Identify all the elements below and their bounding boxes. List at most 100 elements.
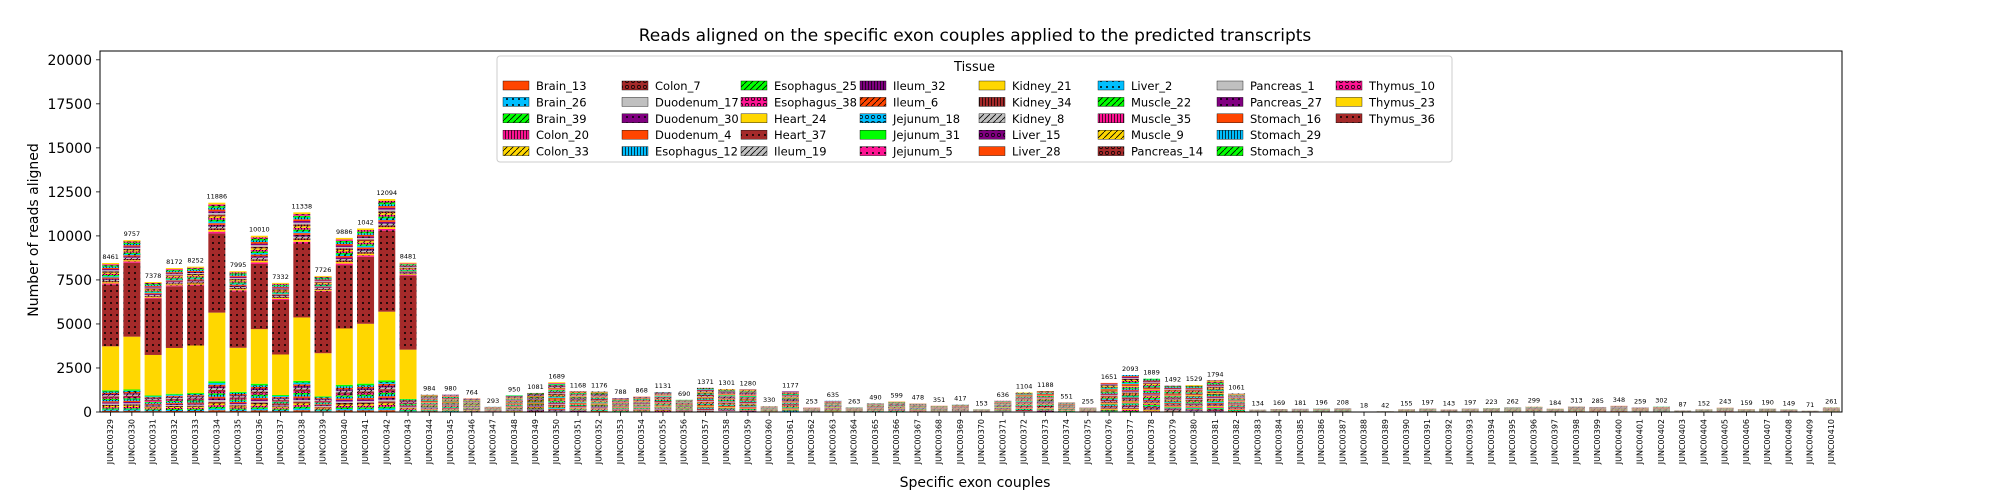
- bar-total-label: 11886: [206, 193, 227, 201]
- bar-segment-Ileum_32: [569, 394, 587, 396]
- bar-segment-Thymus_23: [1164, 394, 1182, 396]
- bar-segment-Liver_15: [165, 281, 183, 283]
- bar-segment-Brain_26: [399, 410, 417, 412]
- bar-segment-Esophagus_25: [165, 400, 183, 402]
- bar-segment-Stomach_16: [357, 234, 375, 237]
- bar-segment-Colon_20: [357, 405, 375, 408]
- bar-segment-Ileum_32: [357, 388, 375, 390]
- bar-segment-Kidney_8: [1015, 402, 1033, 404]
- bar-total-label: 1301: [718, 379, 735, 387]
- bar-JUNC00378: [1143, 378, 1161, 412]
- legend-entry: Thymus_10: [1335, 79, 1435, 93]
- bar-segment-Jejunum_31: [569, 393, 587, 394]
- bar-segment-Jejunum_18: [378, 382, 396, 384]
- bar-JUNC00393: [1461, 408, 1479, 412]
- x-tick-label: JUNC00409: [1806, 419, 1815, 465]
- y-axis-label: Number of reads aligned: [26, 143, 42, 317]
- legend-entry: Heart_24: [740, 112, 826, 126]
- bar-segment-Duodenum_30: [739, 402, 757, 404]
- bar-segment-Colon_7: [1121, 379, 1139, 380]
- y-tick-label: 20000: [47, 53, 92, 69]
- bar-segment-Colon_33: [102, 405, 120, 408]
- bar-total-label: 253: [805, 398, 817, 406]
- bar-segment-Jejunum_5: [590, 392, 608, 394]
- bar-segment-Ileum_32: [335, 389, 353, 391]
- bar-segment-Stomach_16: [250, 242, 268, 244]
- bar-segment-Brain_26: [1100, 388, 1118, 390]
- legend-swatch: [502, 80, 530, 91]
- bar-segment-Thymus_36: [654, 405, 672, 407]
- bar-segment-Pancreas_1: [1015, 398, 1033, 400]
- bar-segment-Duodenum_4: [187, 402, 205, 404]
- bar-segment-Ileum_6: [569, 394, 587, 395]
- bar-segment-Jejunum_18: [1143, 405, 1161, 407]
- legend-swatch: [740, 146, 768, 156]
- bar-segment-Kidney_21: [739, 394, 757, 396]
- bar-segment-Muscle_9: [1206, 399, 1224, 401]
- bar-segment-Kidney_34: [293, 238, 311, 241]
- bar-segment-Thymus_10: [357, 230, 375, 232]
- bar-segment-Thymus_10: [590, 404, 608, 406]
- bar-segment-Thymus_10: [293, 214, 311, 216]
- bar-segment-Brain_26: [569, 402, 587, 403]
- bar-segment-Liver_15: [718, 392, 736, 393]
- bar-segment-Colon_33: [527, 400, 544, 401]
- bar-segment-Liver_28: [527, 409, 544, 410]
- bar-segment-Kidney_8: [123, 257, 141, 259]
- bar-segment-Duodenum_17: [1100, 384, 1118, 386]
- bar-segment-Esophagus_12: [1206, 383, 1224, 385]
- bar-segment-Brain_26: [229, 409, 247, 411]
- bar-segment-Colon_20: [293, 405, 311, 407]
- bar-segment-Jejunum_5: [165, 285, 183, 287]
- bar-segment-Esophagus_25: [527, 397, 544, 398]
- bar-segment-Esophagus_38: [144, 400, 162, 402]
- bar-segment-Duodenum_17: [718, 402, 736, 403]
- bar-segment-Ileum_32: [272, 397, 290, 399]
- bar-segment-Esophagus_38: [1036, 408, 1054, 410]
- bar-segment-Liver_15: [569, 410, 587, 412]
- bar-segment-Heart_24: [102, 346, 120, 391]
- bar-segment-Heart_24: [399, 349, 417, 399]
- bar-segment-Ileum_19: [102, 395, 120, 397]
- bar-segment-Duodenum_30: [1015, 410, 1033, 411]
- bar-segment-Thymus_23: [1185, 394, 1203, 396]
- bar-segment-Esophagus_12: [781, 403, 799, 404]
- bar-segment-Duodenum_30: [1100, 383, 1118, 385]
- bar-segment-Jejunum_31: [335, 384, 353, 387]
- bar-JUNC00352: [590, 391, 608, 412]
- bar-segment-Esophagus_12: [272, 402, 290, 404]
- bar-segment-Kidney_34: [781, 396, 799, 398]
- bar-segment-Kidney_34: [1206, 405, 1224, 407]
- bar-segment-Heart_37: [590, 396, 608, 397]
- bar-segment-Brain_39: [590, 402, 608, 403]
- bar-segment-Kidney_34: [1185, 405, 1203, 407]
- bar-segment-Liver_28: [314, 286, 332, 288]
- bar-segment-Heart_37: [229, 397, 247, 399]
- bar-segment-Kidney_8: [1185, 404, 1203, 406]
- bar-segment-Jejunum_31: [696, 393, 714, 395]
- bar-segment-Colon_33: [1015, 392, 1033, 394]
- bar-segment-Muscle_9: [229, 280, 247, 282]
- bar-segment-Brain_13: [781, 408, 799, 409]
- bar-segment-Liver_2: [293, 231, 311, 234]
- bar-segment-Ileum_19: [314, 399, 332, 401]
- bar-segment-Esophagus_12: [1015, 409, 1033, 410]
- bar-segment-Duodenum_4: [590, 398, 608, 400]
- bar-segment-Duodenum_30: [208, 398, 226, 401]
- bar-segment-Esophagus_25: [378, 392, 396, 395]
- bar-total-label: 1492: [1165, 376, 1182, 384]
- bar-segment-Thymus_36: [272, 299, 290, 355]
- bar-segment-Ileum_32: [1015, 406, 1033, 407]
- x-tick-label: JUNC00334: [212, 419, 221, 465]
- legend-entry: Stomach_16: [1216, 112, 1321, 126]
- bar-segment-Brain_39: [527, 401, 544, 402]
- bar-segment-Muscle_22: [250, 251, 268, 253]
- bar-segment-Pancreas_27: [1164, 398, 1182, 399]
- bar-segment-Jejunum_31: [1143, 405, 1161, 406]
- bar-segment-Colon_7: [187, 405, 205, 407]
- x-tick-label: JUNC00384: [1275, 419, 1284, 465]
- bar-segment-Brain_26: [1015, 394, 1033, 395]
- bar-total-label: 262: [1507, 397, 1519, 405]
- bar-segment-Ileum_19: [208, 388, 226, 390]
- bar-segment-Duodenum_17: [1143, 382, 1161, 384]
